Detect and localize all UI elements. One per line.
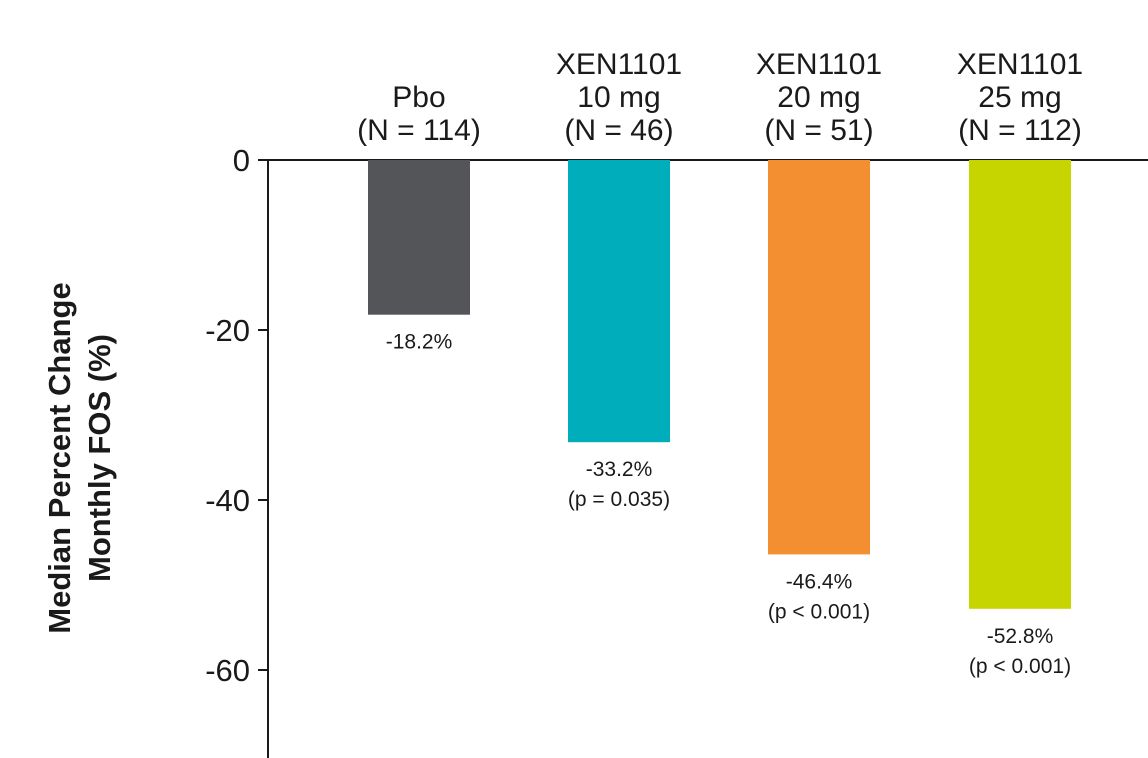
bars [368, 160, 1071, 609]
data-label: -18.2% [386, 331, 453, 354]
category-label: (N = 51) [764, 114, 873, 147]
category-label: 25 mg [978, 81, 1061, 114]
category-label: XEN1101 [756, 48, 882, 81]
y-axis-title: Median Percent Change Monthly FOS (%) [42, 282, 117, 633]
y-axis-title-line-2: Monthly FOS (%) [82, 334, 117, 582]
y-tick-label: -20 [205, 313, 250, 348]
data-labels: -18.2% -33.2% (p = 0.035) -46.4% (p < 0.001)… [386, 331, 1071, 678]
bar [969, 160, 1071, 609]
y-ticks: 0 -20 -40 -60 [205, 143, 268, 688]
p-value-label: (p < 0.001) [969, 655, 1071, 678]
y-tick-label: -60 [205, 653, 250, 688]
category-label: (N = 112) [958, 114, 1082, 147]
bar [768, 160, 870, 555]
category-label: XEN1101 [957, 48, 1083, 81]
bar [568, 160, 670, 443]
data-label: -52.8% [987, 625, 1054, 648]
category-label: (N = 46) [564, 114, 673, 147]
category-label: XEN1101 [556, 48, 682, 81]
data-label: -46.4% [786, 570, 853, 593]
y-tick-label: -40 [205, 483, 250, 518]
bar [368, 160, 470, 315]
y-axis-title-line-1: Median Percent Change [42, 282, 77, 633]
data-label: -33.2% [586, 458, 653, 481]
category-label: 20 mg [777, 81, 860, 114]
category-label: Pbo [392, 81, 445, 114]
category-label: (N = 114) [357, 114, 481, 147]
p-value-label: (p = 0.035) [568, 488, 670, 511]
category-label: 10 mg [577, 81, 660, 114]
y-tick-label: 0 [233, 143, 250, 178]
p-value-label: (p < 0.001) [768, 600, 870, 623]
